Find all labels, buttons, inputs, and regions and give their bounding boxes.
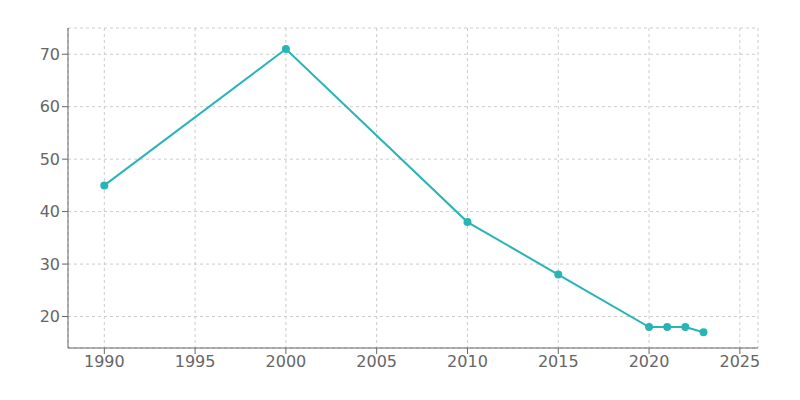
svg-text:1990: 1990	[84, 352, 125, 371]
svg-text:2005: 2005	[356, 352, 397, 371]
svg-text:60: 60	[40, 97, 60, 116]
svg-text:20: 20	[40, 307, 60, 326]
svg-text:40: 40	[40, 202, 60, 221]
svg-text:50: 50	[40, 150, 60, 169]
svg-text:70: 70	[40, 45, 60, 64]
svg-text:30: 30	[40, 255, 60, 274]
svg-text:2010: 2010	[447, 352, 488, 371]
svg-text:2025: 2025	[719, 352, 760, 371]
svg-text:2020: 2020	[629, 352, 670, 371]
svg-text:1995: 1995	[175, 352, 216, 371]
svg-text:2015: 2015	[538, 352, 579, 371]
svg-text:2000: 2000	[266, 352, 307, 371]
